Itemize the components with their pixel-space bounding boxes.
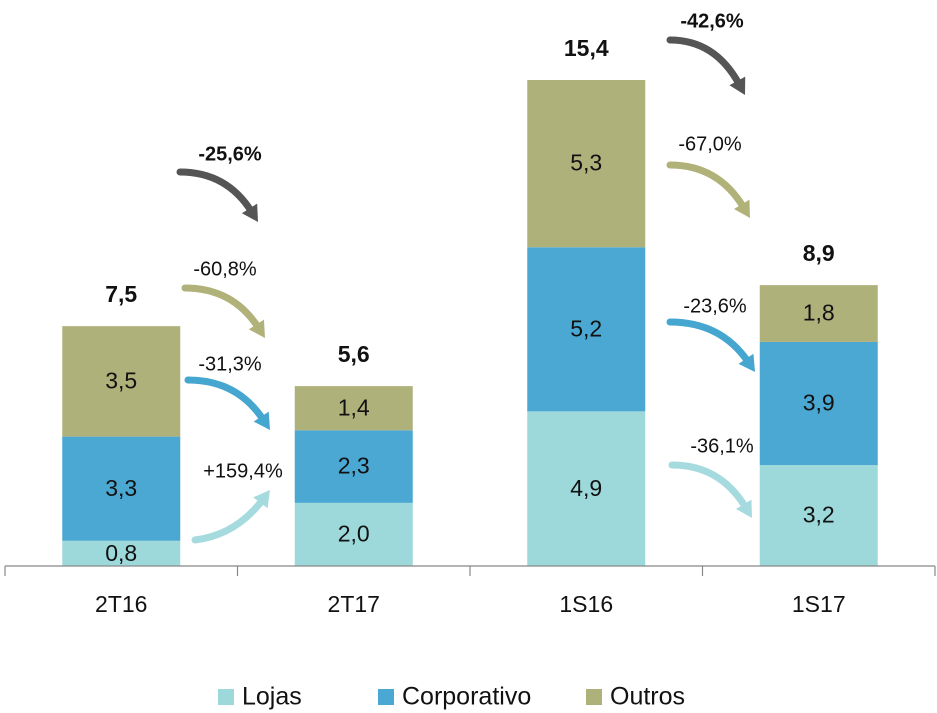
arrow-head: [253, 411, 270, 430]
value-label: 3,9: [803, 390, 835, 416]
x-tick-label: 1S16: [559, 591, 613, 617]
arrow-head: [736, 499, 752, 518]
bar-segment: [759, 465, 878, 566]
arrow-head: [248, 319, 265, 338]
bar-segment: [759, 341, 878, 466]
arrow-head: [729, 76, 746, 95]
bar-segment: [527, 247, 646, 412]
bar-segment: [527, 411, 646, 566]
value-label: 5,2: [570, 315, 602, 341]
bar-segment: [527, 80, 646, 248]
change-arrow: [666, 36, 743, 88]
change-label: -60,8%: [193, 258, 257, 280]
value-label: 2,0: [338, 521, 370, 547]
change-label: -23,6%: [683, 295, 747, 317]
change-label: -25,6%: [198, 143, 262, 165]
value-label: 4,9: [570, 475, 602, 501]
value-label: 1,4: [338, 394, 370, 420]
bar-segment: [294, 430, 413, 503]
arrow-head: [734, 199, 750, 218]
value-label: 3,3: [105, 475, 137, 501]
total-label: 7,5: [105, 281, 137, 307]
change-arrow: [668, 461, 750, 511]
change-arrow: [666, 318, 752, 366]
value-label: 1,8: [803, 300, 835, 326]
total-label: 15,4: [564, 35, 609, 61]
value-label: 0,8: [105, 540, 137, 566]
legend-label: Lojas: [242, 683, 302, 711]
legend-swatch: [586, 689, 602, 705]
legend-label: Outros: [610, 683, 685, 711]
change-label: -31,3%: [198, 353, 262, 375]
change-arrow: [666, 161, 748, 211]
value-label: 2,3: [338, 453, 370, 479]
legend-swatch: [218, 689, 234, 705]
bar-segment: [759, 285, 878, 342]
total-label: 8,9: [803, 240, 835, 266]
x-tick-label: 2T17: [328, 591, 380, 617]
arrow-head: [738, 353, 755, 372]
bar-segment: [294, 386, 413, 431]
change-arrow: [181, 284, 263, 332]
change-label: -36,1%: [690, 435, 754, 457]
change-arrow: [184, 376, 267, 424]
change-arrow: [176, 168, 256, 216]
change-label: -42,6%: [680, 10, 744, 32]
x-tick-label: 1S17: [792, 591, 846, 617]
bar-segment: [62, 436, 181, 541]
value-label: 5,3: [570, 150, 602, 176]
value-label: 3,5: [105, 367, 137, 393]
bar-segment: [294, 502, 413, 566]
x-tick-label: 2T16: [95, 591, 147, 617]
change-label: -67,0%: [678, 133, 742, 155]
arrow-head: [253, 490, 270, 509]
legend-swatch: [378, 689, 394, 705]
bar-segment: [62, 326, 181, 437]
value-label: 3,2: [803, 502, 835, 528]
change-arrow: [191, 495, 267, 544]
bar-segment: [62, 540, 181, 566]
change-label: +159,4%: [203, 460, 283, 482]
arrow-head: [241, 203, 258, 222]
legend-label: Corporativo: [402, 683, 531, 711]
total-label: 5,6: [338, 341, 370, 367]
